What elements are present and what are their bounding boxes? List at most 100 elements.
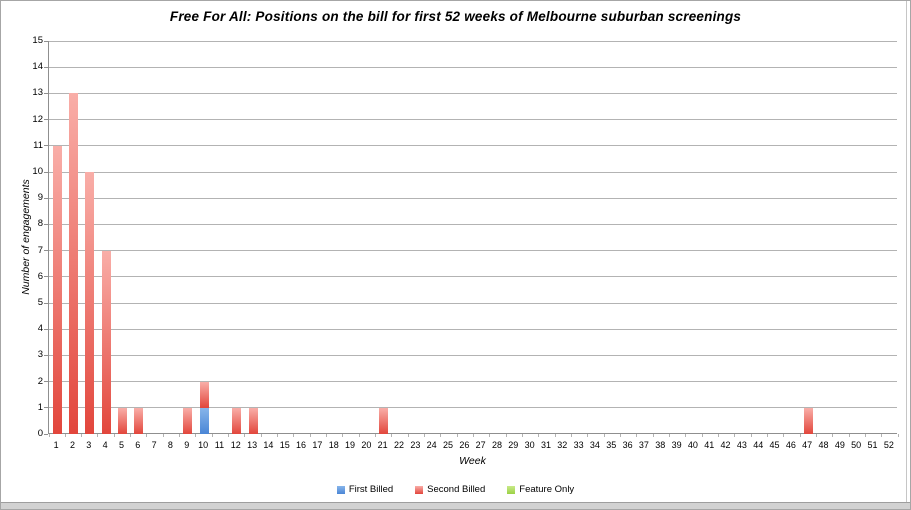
- legend-item-feature-only: Feature Only: [507, 484, 574, 495]
- x-tick-label: 41: [704, 440, 715, 450]
- chart-title: Free For All: Positions on the bill for …: [169, 9, 742, 24]
- x-tick-mark: [260, 434, 262, 437]
- x-tick-label: 29: [508, 440, 519, 450]
- x-tick-mark: [570, 434, 572, 437]
- legend-label: First Billed: [348, 484, 394, 495]
- x-tick-label: 3: [86, 440, 92, 450]
- bar-week-21-second-billed: [379, 407, 389, 434]
- bar-week-10-second-billed: [199, 381, 209, 408]
- gridline: [49, 92, 897, 94]
- x-tick-label: 19: [345, 440, 356, 450]
- x-tick-mark: [521, 434, 523, 437]
- x-tick-mark: [538, 434, 540, 437]
- x-tick-label: 8: [167, 440, 173, 450]
- x-tick-label: 47: [802, 440, 813, 450]
- gridline: [49, 328, 897, 330]
- gridline: [49, 197, 897, 199]
- y-tick-label: 5: [37, 297, 43, 308]
- x-tick-label: 45: [769, 440, 780, 450]
- y-tick-mark: [44, 250, 48, 252]
- x-tick-label: 21: [377, 440, 388, 450]
- x-tick-label: 13: [247, 440, 258, 450]
- x-tick-mark: [848, 434, 850, 437]
- plot-area: [44, 40, 899, 437]
- y-tick-label: 13: [32, 87, 43, 99]
- x-tick-mark: [195, 434, 197, 437]
- x-tick-label: 11: [214, 440, 225, 450]
- gridline: [49, 223, 897, 225]
- y-tick-label: 15: [32, 35, 43, 46]
- y-tick-label: 8: [37, 218, 43, 230]
- x-tick-label: 4: [102, 440, 108, 450]
- x-tick-label: 30: [524, 440, 535, 450]
- x-tick-mark: [685, 434, 687, 437]
- y-tick-mark: [44, 171, 48, 173]
- x-axis-line: [49, 433, 897, 434]
- x-tick-label: 16: [296, 440, 307, 450]
- x-tick-mark: [799, 434, 801, 437]
- x-tick-mark: [897, 434, 899, 437]
- legend-label: Feature Only: [519, 484, 575, 495]
- y-tick-label: 11: [33, 139, 43, 151]
- gridline: [49, 354, 897, 356]
- bar-week-12-second-billed: [232, 407, 242, 434]
- x-tick-mark: [277, 434, 279, 437]
- y-tick-label: 0: [37, 428, 43, 439]
- legend-item-first-billed: First Billed: [336, 484, 394, 495]
- x-tick-label: 6: [135, 440, 141, 450]
- x-tick-mark: [603, 434, 605, 437]
- x-axis-tick-labels: 1 2 3 4 5 6 7 8 9 10 11 12 13 14 15 16 17 18 19 20 21 22 23 24 2…: [48, 440, 897, 452]
- window-bottom-edge: [1, 502, 910, 509]
- y-tick-mark: [44, 354, 48, 356]
- gridline: [49, 381, 897, 383]
- y-tick-mark: [44, 145, 48, 147]
- y-tick-mark: [44, 197, 48, 199]
- x-tick-mark: [505, 434, 507, 437]
- x-tick-label: 36: [622, 440, 633, 450]
- x-tick-mark: [407, 434, 409, 437]
- x-tick-mark: [244, 434, 246, 437]
- x-axis-title: Week: [459, 455, 486, 467]
- x-tick-label: 27: [475, 440, 486, 450]
- gridline: [49, 66, 897, 68]
- x-tick-mark: [473, 434, 474, 437]
- gridline: [49, 171, 897, 173]
- x-tick-mark: [734, 434, 736, 437]
- x-tick-label: 22: [394, 440, 405, 450]
- y-tick-label: 7: [37, 244, 43, 256]
- x-tick-mark: [146, 434, 148, 437]
- x-tick-label: 34: [589, 440, 600, 450]
- bar-week-10-first-billed: [199, 407, 209, 434]
- legend-swatch-feature-only: [507, 485, 516, 494]
- x-tick-label: 2: [69, 440, 75, 450]
- gridline: [49, 276, 897, 278]
- gridline: [49, 250, 897, 252]
- gridline: [49, 145, 897, 147]
- x-tick-label: 5: [118, 440, 124, 450]
- x-tick-mark: [701, 434, 703, 437]
- y-tick-mark: [44, 302, 48, 304]
- y-tick-mark: [44, 434, 48, 435]
- y-tick-mark: [44, 328, 48, 330]
- gridline: [49, 119, 897, 121]
- x-tick-mark: [162, 434, 164, 437]
- y-tick-label: 1: [37, 401, 43, 413]
- x-tick-mark: [293, 434, 295, 437]
- x-tick-mark: [489, 434, 491, 437]
- x-tick-mark: [668, 434, 670, 437]
- y-tick-mark: [44, 40, 48, 42]
- y-tick-mark: [44, 223, 48, 225]
- gridline: [49, 407, 897, 409]
- x-tick-label: 10: [198, 440, 209, 450]
- y-tick-label: 10: [32, 166, 43, 177]
- x-tick-mark: [440, 434, 442, 437]
- y-axis-tick-labels: 0 1 2 3 4 5 6 7 8 9 10 11 12 13 14 15: [1, 36, 43, 439]
- x-tick-label: 17: [312, 440, 323, 450]
- x-tick-label: 32: [557, 440, 568, 450]
- x-tick-label: 25: [442, 440, 454, 450]
- x-tick-mark: [130, 434, 132, 437]
- x-tick-label: 40: [687, 440, 698, 450]
- y-tick-label: 2: [37, 375, 43, 387]
- x-tick-mark: [228, 434, 230, 437]
- x-tick-label: 50: [851, 440, 862, 450]
